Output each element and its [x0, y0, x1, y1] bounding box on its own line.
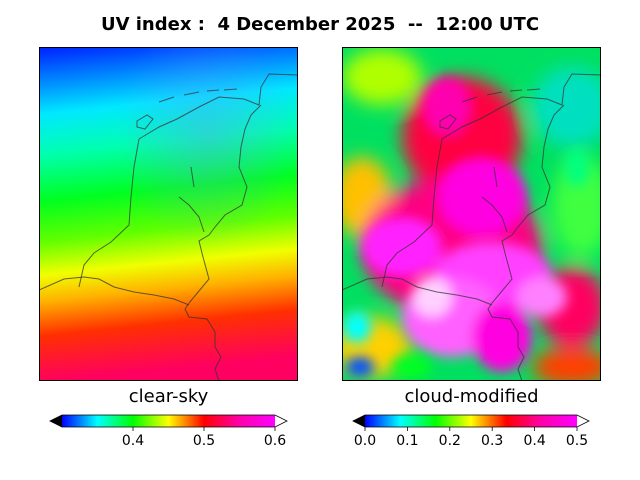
cloud-modified-colorbar-tick-label: 0.0	[353, 433, 377, 449]
national-border	[487, 104, 565, 381]
cloud-modified-label: cloud-modified	[404, 386, 539, 407]
national-border	[184, 104, 262, 381]
texel-island	[439, 114, 457, 130]
clear-sky-colorbar-tick-label: 0.6	[263, 433, 287, 449]
southern-coast	[342, 276, 493, 306]
clear-sky-map	[39, 47, 298, 381]
clear-sky-colorbar	[49, 413, 288, 431]
clear-sky-colorbar-tick-label: 0.4	[121, 433, 145, 449]
clear-sky-colorbar-graphic	[49, 414, 288, 431]
cloud-modified-colorbar-tick-label: 0.5	[565, 433, 589, 449]
cloud-modified-colorbar-body	[365, 415, 577, 427]
clear-sky-colorbar-tick-label: 0.5	[192, 433, 216, 449]
clear-sky-map-panel	[39, 47, 298, 381]
uv-blobs-high	[362, 77, 567, 372]
cloud-modified-colorbar-tick-label: 0.4	[523, 433, 546, 449]
coastline	[78, 73, 298, 288]
coastline	[381, 73, 601, 288]
clear-sky-colorbar-outline	[49, 414, 288, 428]
clear-sky-haze	[39, 47, 298, 381]
wadden-islands	[158, 88, 238, 103]
coastline-borders	[39, 73, 298, 381]
wadden-islands	[461, 88, 541, 103]
inland-waters	[481, 166, 508, 233]
cloud-modified-colorbar-under-arrow	[353, 415, 365, 427]
clear-sky-colorbar-body	[62, 415, 275, 427]
texel-island	[136, 114, 154, 130]
southern-coast	[39, 276, 190, 306]
uv-blobs-low	[343, 147, 589, 379]
cloud-modified-colorbar-tick-label: 0.2	[438, 433, 461, 449]
clear-sky-frame	[39, 47, 298, 381]
cloud-modified-colorbar-tick-label: 0.1	[396, 433, 419, 449]
map-title: UV index : 4 December 2025 -- 12:00 UTC	[100, 14, 540, 35]
clear-sky-label: clear-sky	[128, 386, 209, 407]
cloud-modified-frame	[342, 47, 601, 381]
cloud-modified-colorbar-over-arrow	[577, 415, 589, 427]
cloud-modified-colorbar-graphic	[352, 414, 590, 431]
inland-waters	[178, 166, 205, 233]
coastline-borders-right	[342, 73, 601, 381]
cloud-modified-colorbar-tick-label: 0.3	[481, 433, 504, 449]
cloud-modified-map	[342, 47, 601, 381]
clear-sky-colorbar-under-arrow	[50, 415, 62, 427]
cloud-modified-colorbar	[352, 413, 590, 431]
clear-sky-colorbar-over-arrow	[275, 415, 287, 427]
cloud-modified-map-panel	[342, 47, 601, 381]
